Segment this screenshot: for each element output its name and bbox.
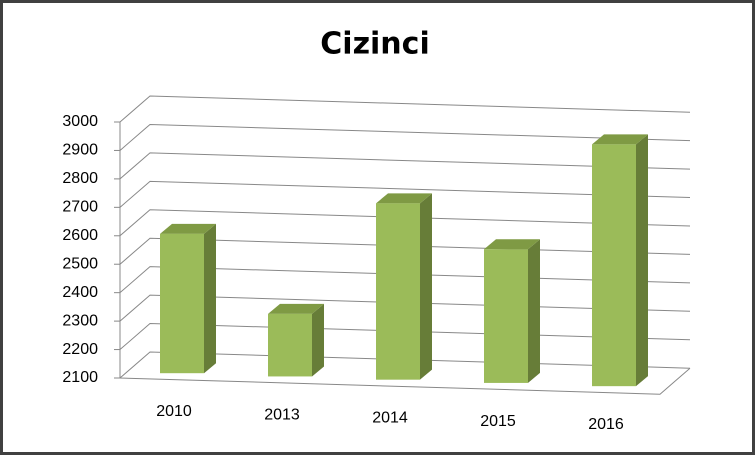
x-tick-label: 2016: [588, 416, 624, 433]
y-tick-label: 3000: [62, 113, 98, 130]
bar-top: [160, 223, 216, 234]
y-tick-label: 2100: [62, 369, 98, 386]
grid-line: [119, 180, 691, 208]
y-tick-label: 2800: [62, 170, 98, 187]
y-tick-label: 2500: [62, 255, 98, 272]
bar-top: [268, 303, 324, 314]
y-tick-label: 2600: [62, 227, 98, 244]
bar-side: [636, 134, 648, 387]
y-tick-label: 2300: [62, 312, 98, 329]
bar: [268, 313, 312, 377]
bar-top: [484, 239, 540, 250]
y-tick-label: 2700: [62, 199, 98, 216]
grid-line: [119, 95, 691, 123]
bar: [376, 203, 420, 380]
bar-top: [376, 193, 432, 204]
x-tick-label: 2013: [264, 406, 300, 423]
grid-line: [119, 209, 691, 237]
bar: [592, 144, 636, 387]
x-tick-label: 2010: [156, 403, 192, 420]
grid-line: [119, 152, 691, 180]
chart-title: Cizinci: [320, 27, 429, 62]
bar-side: [204, 223, 216, 374]
x-tick-label: 2015: [480, 413, 516, 430]
y-tick-label: 2200: [62, 341, 98, 358]
axis-line: [119, 122, 691, 395]
y-tick-label: 2900: [62, 142, 98, 159]
grid-line: [119, 123, 691, 151]
bar: [484, 249, 528, 383]
bar-side: [312, 303, 324, 377]
bar-side: [420, 193, 432, 380]
bar-side: [528, 239, 540, 383]
bar-top: [592, 134, 648, 145]
x-tick-label: 2014: [372, 410, 408, 427]
y-tick-label: 2400: [62, 284, 98, 301]
bar: [160, 233, 204, 374]
